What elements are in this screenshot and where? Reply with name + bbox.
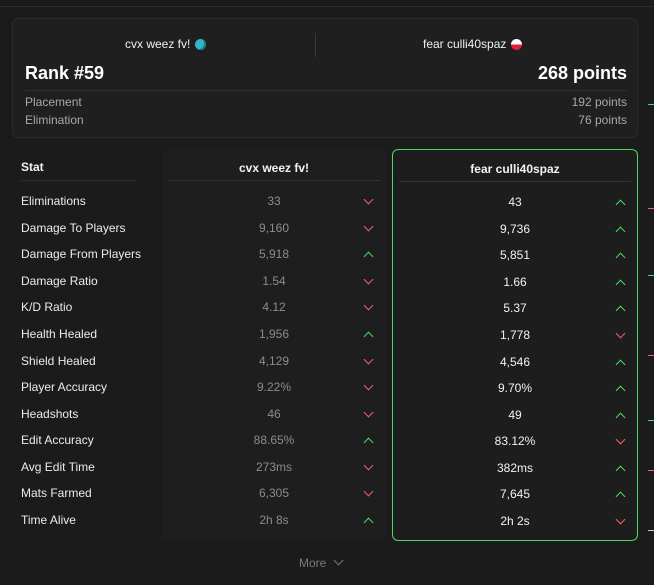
stat-label: Damage Ratio <box>21 274 98 288</box>
more-label: More <box>299 556 327 570</box>
placement-label: Placement <box>25 95 82 109</box>
team-a-name: cvx weez fv! <box>125 37 191 51</box>
stat-column-header: Stat <box>21 160 44 174</box>
top-divider <box>0 6 654 7</box>
stat-label: Shield Healed <box>21 354 96 368</box>
team-b-header[interactable]: fear culli40spaz <box>423 37 523 51</box>
team-a-stat-value: 46 <box>267 407 281 421</box>
team-b-stat-value: 382ms <box>496 461 534 475</box>
chart-tick <box>648 420 654 421</box>
team-divider <box>315 33 316 57</box>
stat-label: Mats Farmed <box>21 486 92 500</box>
stat-label: Eliminations <box>21 194 86 208</box>
poland-flag-icon <box>511 39 523 50</box>
team-a-column-title: cvx weez fv! <box>238 161 310 175</box>
rank-label: Rank #59 <box>25 63 105 83</box>
team-b-name: fear culli40spaz <box>423 37 507 51</box>
total-points: 268 points <box>537 63 627 83</box>
more-button[interactable]: More <box>299 555 344 570</box>
team-b-stat-value: 1,778 <box>499 328 531 342</box>
team-a-stat-value: 273ms <box>255 460 293 474</box>
team-a-stat-value: 9,160 <box>258 221 290 235</box>
team-a-stat-value: 4,129 <box>258 354 290 368</box>
team-b-stat-value: 49 <box>508 408 522 422</box>
elimination-value: 76 points <box>578 113 627 127</box>
stat-label: Avg Edit Time <box>21 460 95 474</box>
background-chart-edge <box>646 0 654 585</box>
chart-tick <box>648 208 654 209</box>
team-a-stat-value: 9.22% <box>256 380 292 394</box>
team-a-stat-value: 1.54 <box>262 274 286 288</box>
globe-flag-icon <box>195 39 207 50</box>
card-divider <box>25 90 627 91</box>
team-b-stat-value: 2h 2s <box>500 514 530 528</box>
stat-label: Health Healed <box>21 327 98 341</box>
team-b-stat-value: 7,645 <box>499 487 531 501</box>
chevron-down-icon <box>333 555 344 566</box>
chart-tick <box>648 355 654 356</box>
team-b-stat-value: 4,546 <box>499 355 531 369</box>
chart-tick <box>648 530 654 531</box>
stat-header-divider <box>21 180 137 181</box>
elimination-label: Elimination <box>25 113 84 127</box>
team-a-stat-value: 5,918 <box>258 247 290 261</box>
chart-tick <box>648 275 654 276</box>
stat-label: Damage To Players <box>21 221 126 235</box>
stat-label: Player Accuracy <box>21 380 108 394</box>
team-b-stat-value: 9.70% <box>497 381 533 395</box>
stat-label: Damage From Players <box>21 247 142 261</box>
team-b-stat-value: 9,736 <box>499 222 531 236</box>
team-a-stats-column[interactable]: cvx weez fv! 33 9,160 5,918 1.54 4.12 1,956 4,… <box>162 149 386 540</box>
team-b-stat-value: 5.37 <box>503 301 527 315</box>
chart-tick <box>648 470 654 471</box>
team-b-stat-value: 5,851 <box>499 248 531 262</box>
team-b-column-title: fear culli40spaz <box>470 162 560 176</box>
team-a-stat-value: 4.12 <box>262 300 286 314</box>
team-a-stat-value: 2h 8s <box>259 513 289 527</box>
chart-tick <box>648 104 654 105</box>
team-a-stat-value: 33 <box>267 194 281 208</box>
team-b-stat-value: 43 <box>508 195 522 209</box>
team-a-stat-value: 6,305 <box>258 486 290 500</box>
team-b-stat-value: 83.12% <box>494 434 536 448</box>
team-a-header[interactable]: cvx weez fv! <box>125 37 207 51</box>
column-divider <box>168 180 380 181</box>
placement-value: 192 points <box>571 95 627 109</box>
team-a-stat-value: 88.65% <box>253 433 295 447</box>
stat-label: Headshots <box>21 407 79 421</box>
column-divider <box>399 181 631 182</box>
team-b-stat-value: 1.66 <box>503 275 527 289</box>
stat-label: Time Alive <box>21 513 76 527</box>
stat-label: K/D Ratio <box>21 300 73 314</box>
match-summary-card: cvx weez fv! fear culli40spaz Rank #59 2… <box>12 18 638 138</box>
team-b-stats-column[interactable]: fear culli40spaz 43 9,736 5,851 1.66 5.37 1,7… <box>392 149 638 541</box>
team-a-stat-value: 1,956 <box>258 327 290 341</box>
stat-label: Edit Accuracy <box>21 433 94 447</box>
